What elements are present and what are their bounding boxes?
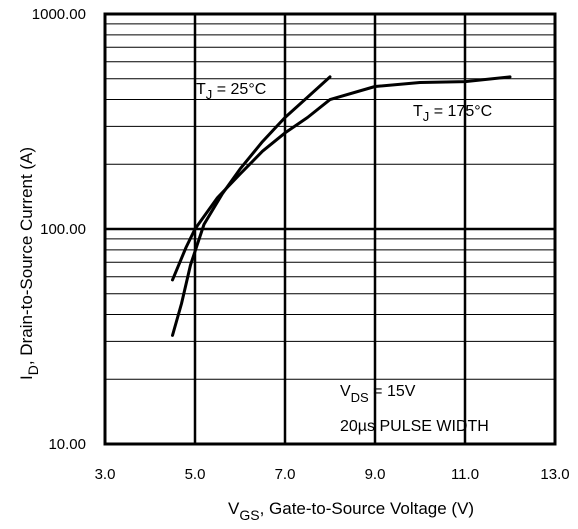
series-label-tj175: TJ = 175°C [413,103,492,124]
annotation-pulse-width: 20µs PULSE WIDTH [340,418,489,435]
y-tick-label: 100.00 [40,221,86,238]
plot-frame [103,12,557,446]
x-axis-title: VGS, Gate-to-Source Voltage (V) [228,499,474,523]
series-line-tj175 [171,75,512,282]
y-axis-title: ID, Drain-to-Source Current (A) [17,147,41,380]
series-label-tj25: TJ = 25°C [196,81,266,102]
x-tick-label: 5.0 [185,466,206,483]
curves [171,75,512,337]
y-tick-label: 1000.00 [32,6,86,23]
x-tick-labels: 3.0 5.0 7.0 9.0 11.0 13.0 [95,466,570,483]
y-tick-label: 10.00 [48,436,86,453]
annotation-vds: VDS = 15V [340,383,416,405]
x-tick-label: 11.0 [451,466,479,483]
x-tick-label: 7.0 [275,466,296,483]
x-tick-label: 3.0 [95,466,116,483]
x-tick-label: 13.0 [540,466,569,483]
plot-frame-group [103,12,557,446]
x-tick-label: 9.0 [365,466,386,483]
y-tick-labels: 10.00 100.00 1000.00 [32,6,86,453]
